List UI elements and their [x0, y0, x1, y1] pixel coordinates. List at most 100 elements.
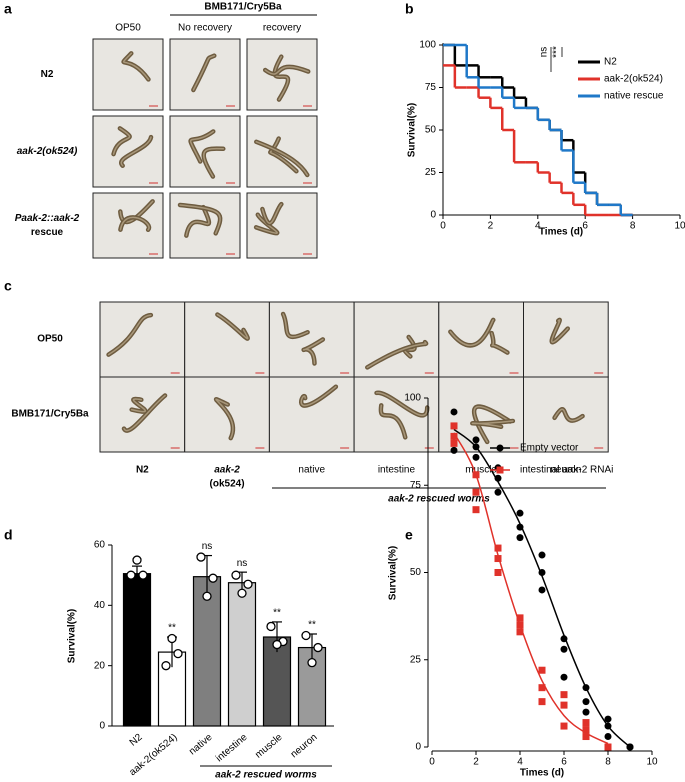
column-label: No recovery — [178, 23, 232, 34]
data-point — [582, 726, 590, 734]
data-point — [560, 691, 568, 699]
micrograph — [92, 38, 164, 111]
data-point — [450, 422, 458, 430]
data-point — [196, 552, 206, 562]
worm-highlight — [112, 127, 131, 155]
data-point — [582, 684, 590, 692]
worm-highlight — [282, 313, 309, 338]
data-point — [202, 591, 212, 601]
micrograph — [523, 301, 609, 378]
header: BMB171/Cry5Ba — [204, 2, 282, 13]
data-point — [582, 733, 590, 741]
data-point — [582, 708, 590, 716]
data-point — [582, 719, 590, 727]
worm-highlight — [189, 130, 215, 163]
x-tick-label: 10 — [674, 221, 685, 232]
worm-highlight — [302, 338, 324, 365]
y-tick-label: 50 — [410, 567, 422, 578]
x-tick-label: intestine — [214, 732, 250, 765]
panel-letter: b — [405, 1, 414, 17]
worm-highlight — [255, 213, 278, 234]
y-tick-label: 0 — [415, 742, 421, 753]
data-point — [560, 722, 568, 730]
row-label: N2 — [41, 69, 54, 80]
legend-label: N2 — [604, 57, 617, 68]
x-tick-label: native — [187, 732, 215, 758]
data-point — [208, 573, 218, 583]
bar — [122, 573, 152, 727]
data-point — [167, 633, 177, 644]
x-axis-label: Times (d) — [539, 227, 583, 238]
y-tick-label: 60 — [94, 540, 106, 551]
legend-marker — [496, 444, 504, 452]
panel-letter: c — [4, 278, 12, 294]
y-axis-label: Survival(%) — [407, 103, 418, 157]
y-tick-label: 25 — [410, 654, 422, 665]
worm-highlight — [261, 203, 283, 224]
column-label: N2 — [136, 465, 149, 476]
annotation: *** — [552, 46, 563, 58]
column-label: (ok524) — [210, 479, 245, 490]
x-tick-label: N2 — [128, 732, 145, 749]
row-label: aak-2(ok524) — [17, 146, 78, 157]
bar — [192, 576, 222, 727]
x-tick-label: 10 — [646, 757, 658, 768]
worm-highlight — [185, 206, 210, 237]
legend-label: native rescue — [604, 91, 664, 102]
y-tick-label: 0 — [99, 721, 105, 732]
panel-letter: e — [405, 527, 413, 543]
data-point — [538, 586, 546, 594]
row-label: OP50 — [37, 334, 63, 345]
worm-highlight — [273, 55, 289, 101]
x-tick-label: 4 — [535, 221, 541, 232]
data-point — [516, 523, 524, 531]
data-point — [604, 743, 612, 751]
worm-highlight — [471, 420, 514, 428]
worm-highlight — [215, 398, 234, 439]
significance: ns — [202, 541, 213, 552]
significance: ** — [168, 623, 176, 634]
data-point — [538, 698, 546, 706]
data-point — [472, 436, 480, 444]
x-tick-label: 0 — [440, 221, 446, 232]
worm-highlight — [490, 332, 509, 354]
y-tick-label: 50 — [425, 125, 437, 136]
data-point — [494, 555, 502, 563]
data-point — [472, 471, 480, 479]
y-tick-label: 75 — [410, 480, 422, 491]
micrograph — [99, 301, 186, 378]
data-point — [301, 630, 311, 641]
worm-highlight — [264, 66, 309, 75]
worm-highlight — [202, 147, 225, 178]
micrograph — [99, 376, 186, 453]
worm-highlight — [550, 319, 569, 343]
y-axis-label: Survival(%) — [67, 609, 78, 663]
data-point — [307, 658, 317, 668]
column-label: aak-2 — [214, 465, 240, 476]
y-tick-label: 75 — [425, 82, 437, 93]
column-label: recovery — [263, 23, 301, 34]
data-point — [516, 614, 524, 622]
worm-highlight — [192, 54, 216, 91]
data-point — [313, 642, 323, 653]
data-point — [560, 645, 568, 653]
data-point — [161, 661, 171, 671]
bar — [227, 582, 257, 727]
worm-highlight — [449, 319, 495, 346]
y-axis-label: Survival(%) — [388, 546, 399, 600]
data-point — [538, 684, 546, 692]
data-point — [538, 551, 546, 559]
x-tick-label: 8 — [630, 221, 636, 232]
data-point — [604, 722, 612, 730]
worm-highlight — [120, 136, 152, 167]
group-label: aak-2 rescued worms — [215, 770, 317, 781]
worm-highlight — [553, 408, 584, 422]
legend-label: intestinal aak-2 RNAi — [520, 465, 613, 476]
worm-highlight — [473, 405, 511, 443]
significance: ns — [237, 558, 248, 569]
data-point — [560, 701, 568, 709]
data-point — [516, 509, 524, 517]
column-label: neuron — [550, 465, 581, 476]
row-label: rescue — [31, 227, 64, 238]
annotation: ns — [539, 47, 550, 58]
